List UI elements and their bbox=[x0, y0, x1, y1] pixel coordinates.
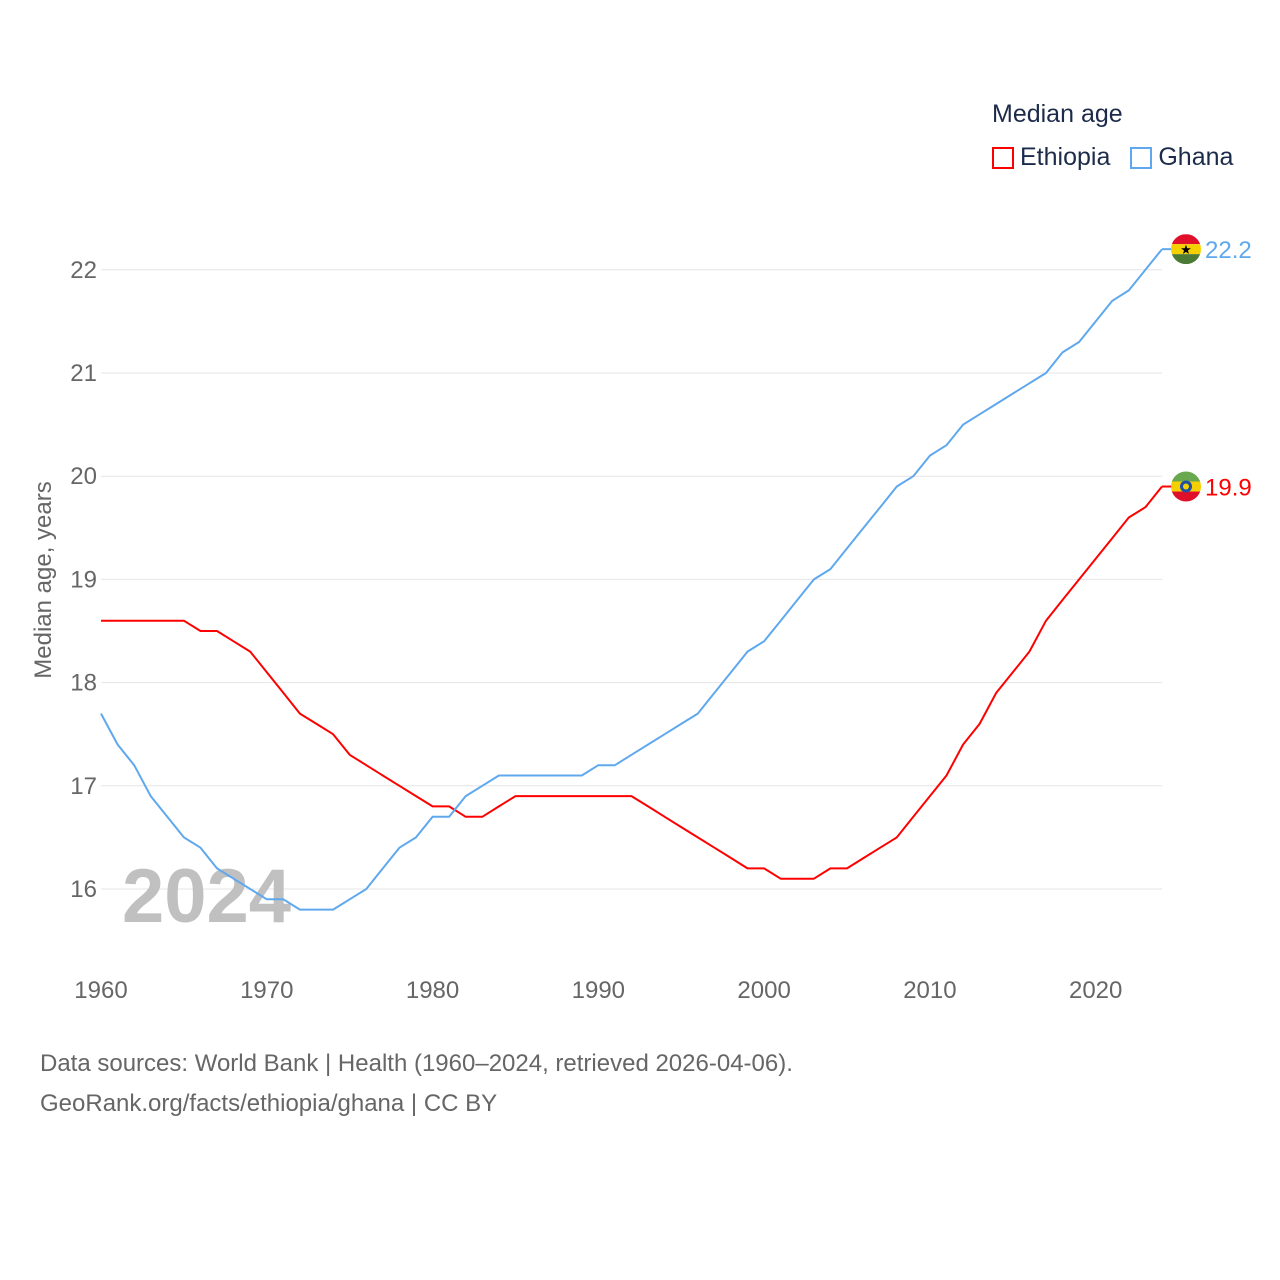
x-tick-labels: 1960 1970 1980 1990 2000 2010 2020 bbox=[74, 977, 1122, 1004]
ghana-flag-icon: ★ bbox=[1171, 234, 1201, 265]
end-value-label-ghana: 22.2 bbox=[1205, 237, 1252, 264]
y-tick-label: 16 bbox=[70, 876, 97, 903]
flag-emblem-star bbox=[1183, 483, 1189, 490]
y-tick-label: 22 bbox=[70, 257, 97, 284]
flag-band bbox=[1171, 234, 1201, 245]
legend-label-ghana: Ghana bbox=[1158, 143, 1234, 171]
legend-label-ethiopia: Ethiopia bbox=[1020, 143, 1111, 171]
x-tick-label: 1970 bbox=[240, 977, 293, 1004]
series-lines bbox=[100, 248, 1163, 911]
legend-swatch-ghana bbox=[1130, 146, 1153, 169]
series-line-ethiopia bbox=[101, 485, 1163, 880]
series-end-labels: 19.9 ★ 22.2 bbox=[1162, 234, 1252, 502]
y-tick-labels: 16 17 18 19 20 21 22 bbox=[70, 257, 97, 903]
y-tick-label: 20 bbox=[70, 463, 97, 490]
flag-star-icon: ★ bbox=[1180, 242, 1192, 257]
x-tick-label: 1990 bbox=[572, 977, 625, 1004]
legend-title: Median age bbox=[992, 100, 1123, 128]
flag-band bbox=[1171, 244, 1201, 255]
end-value-label-ethiopia: 19.9 bbox=[1205, 475, 1252, 502]
legend-item-ethiopia[interactable]: Ethiopia bbox=[992, 143, 1110, 172]
footer: Data sources: World Bank | Health (1960–… bbox=[40, 1044, 793, 1124]
y-tick-label: 21 bbox=[70, 360, 97, 387]
flag-band bbox=[1171, 491, 1201, 502]
legend: Ethiopia Ghana bbox=[992, 143, 1233, 172]
series-line-ghana bbox=[100, 248, 1163, 911]
x-tick-label: 2020 bbox=[1069, 977, 1122, 1004]
legend-swatch-ethiopia bbox=[992, 146, 1014, 169]
flag-band bbox=[1171, 471, 1201, 482]
year-watermark: 2024 bbox=[122, 854, 291, 939]
y-tick-label: 19 bbox=[70, 566, 97, 593]
flag-band bbox=[1171, 254, 1201, 265]
grid-lines bbox=[101, 269, 1162, 890]
y-tick-label: 18 bbox=[70, 670, 97, 697]
x-tick-label: 2000 bbox=[737, 977, 790, 1004]
x-tick-label: 2010 bbox=[903, 977, 956, 1004]
y-tick-label: 17 bbox=[70, 773, 97, 800]
ethiopia-flag-icon bbox=[1171, 471, 1201, 502]
x-tick-label: 1960 bbox=[74, 977, 127, 1004]
legend-item-ghana[interactable]: Ghana bbox=[1130, 143, 1233, 172]
x-tick-label: 1980 bbox=[406, 977, 459, 1004]
data-source-text: Data sources: World Bank | Health (1960–… bbox=[40, 1050, 793, 1077]
source-link[interactable]: GeoRank.org/facts/ethiopia/ghana | CC BY bbox=[40, 1090, 498, 1117]
y-axis-label: Median age, years bbox=[30, 481, 57, 678]
